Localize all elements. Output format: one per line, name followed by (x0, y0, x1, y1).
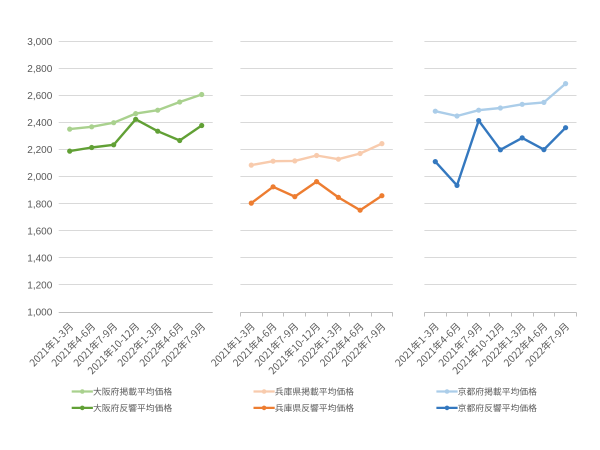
svg-text:1,200: 1,200 (27, 280, 52, 291)
svg-text:2,600: 2,600 (27, 91, 52, 102)
svg-text:2,800: 2,800 (27, 64, 52, 75)
svg-text:2,000: 2,000 (27, 172, 52, 183)
svg-text:2,200: 2,200 (27, 145, 52, 156)
svg-text:2,400: 2,400 (27, 118, 52, 129)
svg-text:1,000: 1,000 (27, 308, 52, 319)
svg-text:1,600: 1,600 (27, 226, 52, 237)
svg-text:1,800: 1,800 (27, 199, 52, 210)
svg-text:1,400: 1,400 (27, 253, 52, 264)
svg-text:3,000: 3,000 (27, 37, 52, 48)
